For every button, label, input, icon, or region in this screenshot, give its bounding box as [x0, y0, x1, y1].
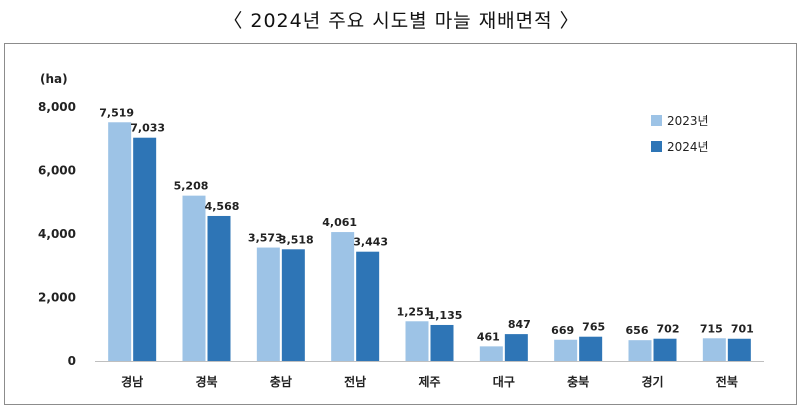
bar-series2 [430, 324, 454, 361]
data-label: 765 [582, 321, 605, 334]
legend-swatch [651, 141, 662, 152]
x-tick-label: 경남 [121, 374, 143, 389]
bar-series1 [479, 346, 503, 361]
data-label: 4,568 [205, 200, 240, 213]
x-tick-label: 경북 [195, 375, 217, 389]
data-label: 702 [657, 323, 680, 336]
data-label: 701 [731, 323, 754, 336]
legend-swatch [651, 115, 662, 126]
bar-series1 [405, 321, 429, 361]
bar-series2 [504, 334, 528, 361]
data-label: 4,061 [322, 216, 357, 229]
y-axis-unit-label: (ha) [40, 72, 68, 86]
data-label: 461 [477, 330, 500, 343]
chart-frame [4, 43, 797, 405]
bar-series1 [182, 195, 206, 361]
x-tick-label: 대구 [493, 375, 515, 389]
bar-series2 [356, 251, 380, 361]
data-label: 7,033 [130, 122, 165, 135]
y-tick-label: 2,000 [38, 291, 76, 305]
data-label: 847 [508, 318, 531, 331]
bar-series2 [653, 338, 677, 361]
y-tick-label: 0 [68, 354, 76, 368]
bar-series1 [331, 232, 355, 361]
bar-series2 [281, 249, 305, 361]
x-tick-label: 충남 [270, 374, 292, 389]
x-tick-label: 경기 [641, 374, 663, 389]
bar-series2 [207, 215, 231, 361]
bar-series2 [133, 137, 157, 361]
legend-label: 2024년 [667, 140, 709, 154]
y-tick-label: 6,000 [38, 164, 76, 178]
bar-series2 [579, 336, 603, 361]
data-label: 1,251 [397, 305, 432, 318]
x-tick-label: 제주 [418, 375, 440, 389]
x-tick-label: 전남 [344, 374, 366, 389]
bar-series1 [702, 338, 726, 361]
chart-title: 〈 2024년 주요 시도별 마늘 재배면적 〉 [223, 10, 580, 32]
data-label: 3,518 [279, 233, 314, 246]
bar-series2 [727, 338, 751, 361]
y-tick-label: 4,000 [38, 227, 76, 241]
data-label: 7,519 [99, 106, 134, 119]
x-tick-label: 전북 [716, 374, 738, 389]
legend-label: 2023년 [667, 114, 709, 128]
data-label: 1,135 [428, 309, 463, 322]
data-label: 715 [700, 322, 723, 335]
bar-series1 [628, 340, 652, 361]
data-label: 3,443 [353, 236, 388, 249]
bar-series1 [554, 339, 578, 361]
data-label: 5,208 [174, 180, 209, 193]
data-label: 3,573 [248, 232, 283, 245]
data-label: 669 [551, 324, 574, 337]
bar-series1 [108, 122, 132, 361]
data-label: 656 [626, 324, 649, 337]
x-tick-label: 충북 [567, 374, 589, 389]
y-tick-label: 8,000 [38, 100, 76, 114]
bar-series1 [256, 247, 280, 361]
